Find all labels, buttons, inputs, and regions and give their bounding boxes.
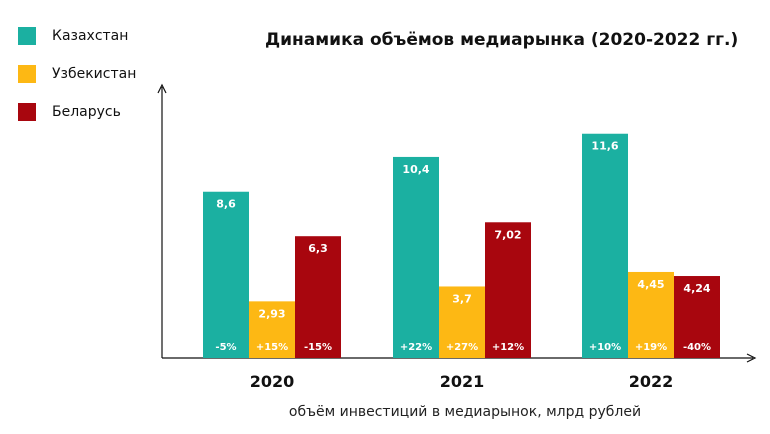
change-label-belarus-2021: +12%: [492, 342, 524, 353]
change-label-belarus-2020: -15%: [304, 342, 332, 353]
x-tick-label-2020: 2020: [250, 372, 295, 391]
bar-uzbekistan-2020: [249, 301, 295, 358]
x-tick-label-2021: 2021: [440, 372, 485, 391]
bar-uzbekistan-2022: [628, 271, 674, 358]
legend-item-uzbekistan: Узбекистан: [18, 64, 136, 84]
legend-label-uzbekistan: Узбекистан: [52, 66, 137, 82]
change-label-belarus-2022: -40%: [683, 342, 711, 353]
x-axis-arrow: [746, 353, 757, 363]
legend-swatch-kazakhstan: [18, 27, 36, 45]
x-axis-label: объём инвестиций в медиарынок, млрд рубл…: [288, 404, 642, 420]
value-label-uzbekistan-2021: 3,7: [452, 292, 472, 305]
change-label-uzbekistan-2021: +27%: [446, 342, 478, 353]
value-label-uzbekistan-2022: 4,45: [637, 278, 664, 291]
bar-belarus-2020: [295, 236, 341, 358]
legend-item-kazakhstan: Казахстан: [18, 26, 136, 46]
chart-title: Динамика объёмов медиарынка (2020-2022 г…: [265, 30, 739, 50]
value-label-uzbekistan-2020: 2,93: [258, 307, 285, 320]
legend-swatch-uzbekistan: [18, 65, 36, 83]
value-label-belarus-2021: 7,02: [494, 228, 521, 241]
bar-kazakhstan-2021: [393, 156, 439, 358]
bar-kazakhstan-2022: [582, 133, 628, 358]
x-tick-label-2022: 2022: [629, 372, 674, 391]
bar-belarus-2022: [674, 276, 720, 358]
legend-swatch-belarus: [18, 103, 36, 121]
legend-label-belarus: Беларусь: [52, 104, 121, 120]
change-label-kazakhstan-2022: +10%: [589, 342, 621, 353]
y-axis-arrow: [157, 83, 167, 94]
value-label-kazakhstan-2022: 11,6: [591, 140, 618, 153]
change-label-kazakhstan-2021: +22%: [400, 342, 432, 353]
legend-label-kazakhstan: Казахстан: [52, 28, 129, 44]
legend-item-belarus: Беларусь: [18, 102, 136, 122]
change-label-uzbekistan-2020: +15%: [256, 342, 288, 353]
value-label-belarus-2022: 4,24: [683, 282, 710, 295]
change-label-uzbekistan-2022: +19%: [635, 342, 667, 353]
bar-uzbekistan-2021: [439, 286, 485, 358]
value-label-kazakhstan-2021: 10,4: [402, 163, 429, 176]
bar-belarus-2021: [485, 222, 531, 358]
bar-kazakhstan-2020: [203, 191, 249, 358]
value-label-kazakhstan-2020: 8,6: [216, 198, 236, 211]
change-label-kazakhstan-2020: -5%: [215, 342, 236, 353]
legend: Казахстан Узбекистан Беларусь: [18, 26, 136, 140]
value-label-belarus-2020: 6,3: [308, 242, 328, 255]
